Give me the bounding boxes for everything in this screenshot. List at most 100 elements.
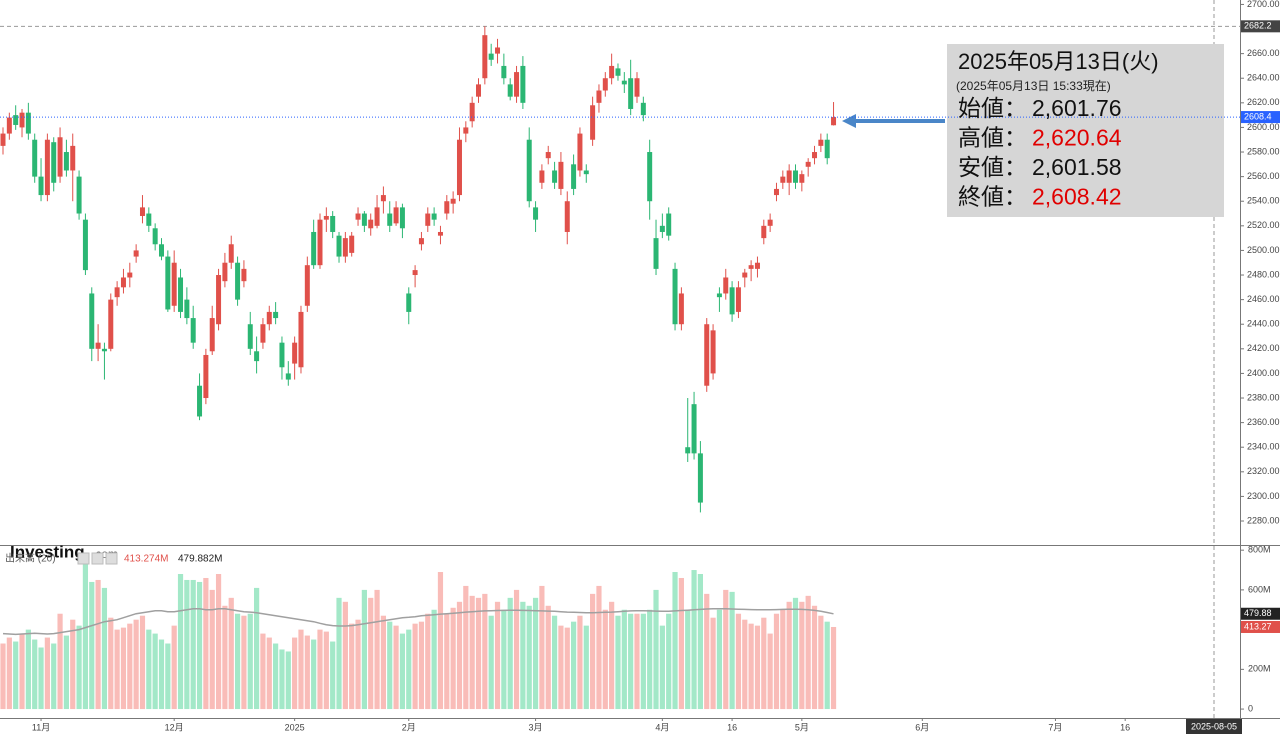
candle-body <box>190 318 196 343</box>
volume-bar <box>602 609 608 710</box>
y-tick-label: 2400.00 <box>1247 368 1280 378</box>
candle-body <box>418 238 424 245</box>
volume-bar <box>754 625 761 710</box>
candle-body <box>488 53 494 60</box>
candle-body <box>602 78 608 91</box>
y-tick-label: 2600.00 <box>1247 122 1280 132</box>
volume-bar <box>133 619 139 710</box>
volume-bar <box>431 609 437 710</box>
volume-bar <box>203 577 209 710</box>
volume-bar <box>444 613 450 710</box>
volume-bar <box>590 593 596 710</box>
y-tick-label: 2700.00 <box>1247 0 1280 9</box>
volume-bar <box>748 623 754 710</box>
volume-bar <box>526 605 532 710</box>
volume-bar <box>609 601 615 710</box>
candle-body <box>501 65 507 79</box>
volume-bar <box>406 629 412 710</box>
volume-bar <box>177 574 184 710</box>
candle-body <box>247 324 253 349</box>
volume-bar <box>653 589 659 710</box>
x-tick-label: 16 <box>1120 722 1130 732</box>
candle-body <box>672 268 678 325</box>
volume-bar <box>532 597 539 710</box>
volume-ma-line <box>2 608 834 636</box>
y-tick-label: 2560.00 <box>1247 171 1280 181</box>
volume-bar <box>273 643 279 710</box>
volume-bar <box>507 597 513 710</box>
info-time: (2025年05月13日 15:33現在) <box>956 79 1111 93</box>
candle-body <box>139 207 145 216</box>
candle-body <box>178 277 184 312</box>
last-price-box <box>1241 111 1280 124</box>
candle-body <box>742 272 748 278</box>
volume-marker-box <box>1241 607 1280 620</box>
high-marker-box <box>1241 20 1280 33</box>
candle-body <box>571 164 577 189</box>
volume-marker-label: 479.88 <box>1244 608 1272 618</box>
candle-body <box>634 78 640 97</box>
x-tick-label: 6月 <box>915 722 929 732</box>
close-icon[interactable] <box>105 552 118 565</box>
volume-marker-box <box>1241 620 1280 633</box>
volume-bar <box>640 613 646 710</box>
volume-bar <box>38 647 44 710</box>
volume-tick-label: 800M <box>1248 545 1271 555</box>
candle-body <box>583 170 589 175</box>
candle-body <box>773 188 779 196</box>
volume-bar <box>786 601 792 710</box>
candle-body <box>697 453 703 503</box>
candle-body <box>380 195 386 202</box>
volume-readout: 479.882M <box>178 554 222 565</box>
candle-body <box>666 213 672 236</box>
volume-bar <box>456 601 463 710</box>
volume-bar <box>51 643 57 710</box>
candle-body <box>786 170 792 183</box>
candle-body <box>526 139 532 202</box>
y-tick-label: 2280.00 <box>1247 515 1280 525</box>
volume-bar <box>76 625 82 710</box>
candle-body <box>254 351 260 362</box>
candle-body <box>330 215 336 232</box>
candle-body <box>450 198 456 204</box>
candle-body <box>152 228 158 245</box>
x-tick-label: 2月 <box>402 722 416 732</box>
volume-bar <box>101 587 108 710</box>
candle-body <box>13 115 19 125</box>
info-label: 終値： <box>958 184 1027 210</box>
volume-bar <box>336 597 342 710</box>
y-tick-label: 2480.00 <box>1247 269 1280 279</box>
volume-bar <box>32 639 38 710</box>
volume-bar <box>710 617 716 710</box>
volume-tick-label: 0 <box>1248 703 1253 713</box>
y-tick-label: 2360.00 <box>1247 417 1280 427</box>
candle-body <box>51 142 57 183</box>
candle-body <box>159 244 164 257</box>
candle-body <box>317 219 323 266</box>
candle-body <box>70 145 76 171</box>
volume-bar <box>63 635 69 710</box>
volume-bar <box>209 589 215 710</box>
volume-bar <box>818 615 824 710</box>
info-value: 2,601.76 <box>1032 95 1122 121</box>
candle-body <box>482 35 488 79</box>
candle-body <box>748 265 754 269</box>
volume-bar <box>475 597 482 710</box>
volume-bar <box>761 617 767 710</box>
candle-body <box>628 78 634 109</box>
volume-bar <box>830 626 837 710</box>
visibility-icon[interactable] <box>91 552 104 565</box>
settings-icon[interactable] <box>77 552 90 565</box>
candle-body <box>767 219 773 226</box>
volume-bar <box>266 637 272 710</box>
volume-bar <box>425 613 431 710</box>
volume-bar <box>139 615 146 710</box>
volume-bar <box>767 633 773 710</box>
x-tick-label: 11月 <box>32 722 50 732</box>
candle-body <box>729 287 735 315</box>
volume-bar <box>399 633 406 710</box>
candle-body <box>279 342 285 368</box>
volume-tick-label: 200M <box>1248 664 1271 674</box>
volume-bar <box>742 619 748 710</box>
